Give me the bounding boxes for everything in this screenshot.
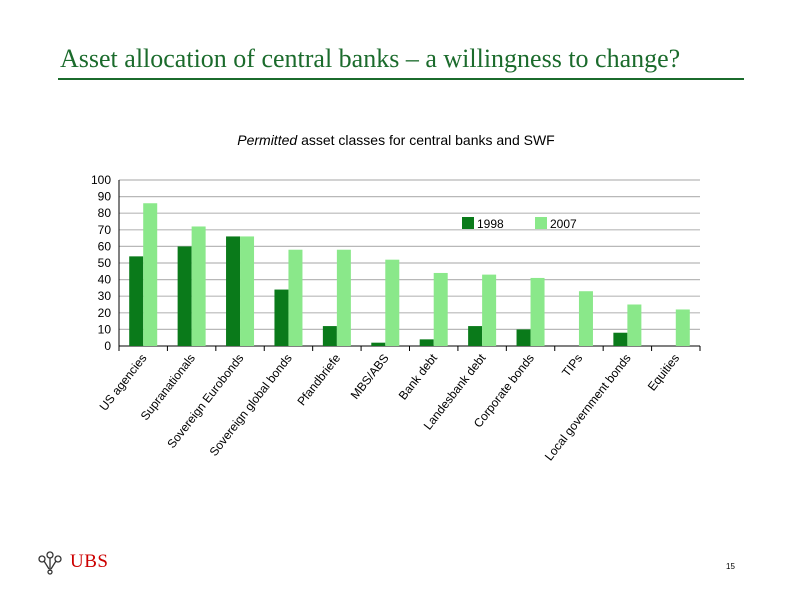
bar-1998 bbox=[371, 342, 386, 346]
x-tick-label: MBS/ABS bbox=[348, 351, 392, 402]
y-tick-label: 50 bbox=[98, 256, 112, 270]
bar-1998 bbox=[274, 289, 289, 346]
x-tick-label: Pfandbriefe bbox=[294, 351, 343, 408]
chart-caption-text: asset classes for central banks and SWF bbox=[301, 132, 555, 148]
legend-swatch-2007 bbox=[535, 217, 547, 229]
legend-swatch-1998 bbox=[462, 217, 474, 229]
y-tick-label: 30 bbox=[98, 289, 112, 303]
bar-2007 bbox=[433, 272, 448, 346]
logo-wordmark: UBS bbox=[70, 551, 109, 572]
bar-1998 bbox=[129, 256, 144, 346]
x-tick-label: Equities bbox=[645, 351, 682, 393]
bar-2007 bbox=[143, 203, 158, 346]
y-tick-label: 20 bbox=[98, 306, 112, 320]
bar-2007 bbox=[578, 291, 593, 346]
bar-1998 bbox=[226, 236, 241, 346]
bar-2007 bbox=[288, 249, 303, 346]
bar-2007 bbox=[530, 277, 545, 346]
bar-1998 bbox=[322, 326, 337, 346]
y-tick-label: 0 bbox=[104, 339, 111, 353]
y-tick-label: 40 bbox=[98, 273, 112, 287]
y-tick-label: 70 bbox=[98, 223, 112, 237]
page-number: 15 bbox=[726, 562, 735, 571]
slide-title: Asset allocation of central banks – a wi… bbox=[60, 44, 681, 73]
chart-caption-emphasis: Permitted bbox=[237, 132, 298, 148]
x-tick-label: US agencies bbox=[97, 351, 150, 413]
x-tick-label: Local government bonds bbox=[542, 351, 634, 463]
bar-1998 bbox=[177, 246, 192, 346]
bar-2007 bbox=[191, 226, 206, 346]
x-tick-label: Bank debt bbox=[396, 351, 441, 403]
bar-2007 bbox=[675, 309, 690, 346]
legend-label-1998: 1998 bbox=[477, 217, 504, 231]
x-tick-label: TIPs bbox=[559, 351, 585, 379]
bar-1998 bbox=[468, 326, 483, 346]
three-keys-emblem-icon bbox=[38, 551, 62, 575]
y-tick-label: 60 bbox=[98, 239, 112, 253]
y-tick-label: 100 bbox=[91, 173, 111, 187]
bar-1998 bbox=[419, 339, 434, 346]
bar-1998 bbox=[613, 332, 628, 346]
chart-caption: Permitted asset classes for central bank… bbox=[0, 132, 792, 148]
bar-2007 bbox=[482, 274, 497, 346]
title-underline bbox=[58, 78, 744, 80]
y-tick-label: 90 bbox=[98, 190, 112, 204]
x-tick-label: Sovereign global bonds bbox=[207, 351, 295, 458]
legend-label-2007: 2007 bbox=[550, 217, 577, 231]
bar-2007 bbox=[336, 249, 351, 346]
ubs-logo: UBS bbox=[34, 549, 108, 575]
bar-1998 bbox=[516, 329, 531, 346]
y-tick-label: 10 bbox=[98, 322, 112, 336]
y-tick-label: 80 bbox=[98, 206, 112, 220]
bar-2007 bbox=[627, 304, 642, 346]
bar-2007 bbox=[240, 236, 255, 346]
bar-2007 bbox=[385, 259, 400, 346]
